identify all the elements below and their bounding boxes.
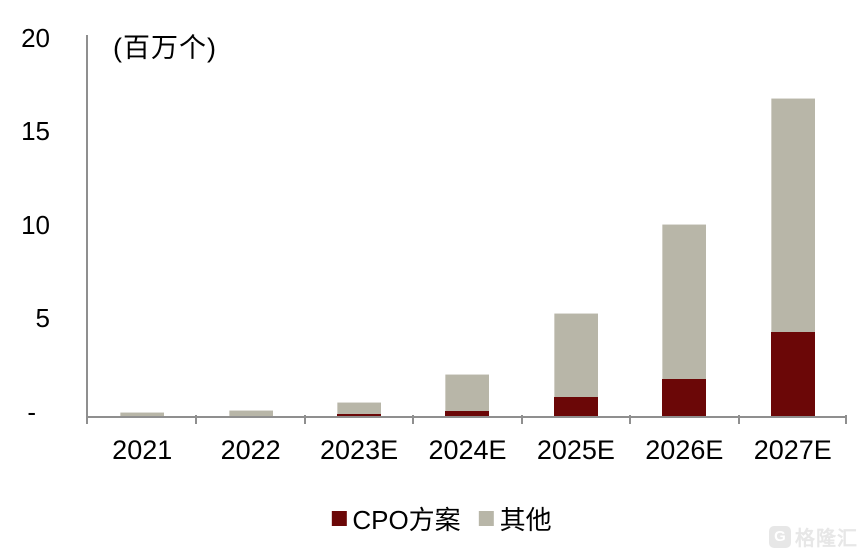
x-tick-mark	[737, 415, 740, 424]
x-axis-label: 2026E	[645, 435, 724, 465]
bar-slot	[196, 35, 304, 416]
bar-segment	[553, 397, 598, 416]
y-axis-unit-label: (百万个)	[113, 33, 217, 63]
legend-item: CPO方案	[331, 500, 461, 537]
bar-segment	[120, 412, 165, 416]
bar-segment	[662, 224, 707, 379]
bar-2025E	[553, 313, 598, 416]
x-tick-mark	[412, 415, 415, 424]
bar-slot	[739, 35, 847, 416]
x-tick-mark	[629, 415, 632, 424]
plot-area	[86, 35, 847, 424]
bar-2021	[120, 412, 165, 416]
legend-label: CPO方案	[352, 504, 461, 535]
bar-slot	[522, 35, 630, 416]
x-axis-labels: 2021 2022 2023E 2024E 2025E 2026E 2027E	[88, 434, 847, 466]
bar-2023E	[337, 402, 382, 416]
x-axis-label: 2024E	[428, 435, 507, 465]
bar-segment	[770, 98, 815, 332]
bar-slot	[305, 35, 413, 416]
bar-segment	[337, 402, 382, 414]
y-tick-label: 5	[35, 303, 50, 334]
x-axis-label: 2025E	[536, 435, 615, 465]
bar-slot	[630, 35, 738, 416]
watermark: G 格隆汇	[769, 522, 858, 551]
bar-segment	[445, 374, 490, 411]
x-axis-label: 2021	[112, 435, 173, 465]
bar-segment	[770, 332, 815, 416]
y-tick-label: 15	[21, 116, 50, 147]
legend: CPO方案 其他	[331, 500, 552, 537]
x-axis-tick-marks	[86, 415, 847, 424]
x-axis-label: 2022	[220, 435, 281, 465]
x-tick-mark	[520, 415, 523, 424]
bar-segment	[337, 414, 382, 416]
x-tick-mark	[303, 415, 306, 424]
x-tick-mark	[86, 415, 88, 424]
bar-segment	[662, 379, 707, 416]
legend-item: 其他	[478, 500, 552, 537]
bars-container	[88, 35, 847, 416]
bar-segment	[228, 410, 273, 416]
y-tick-label: 10	[21, 209, 50, 240]
bar-2027E	[770, 98, 815, 416]
bar-segment	[445, 411, 490, 416]
watermark-text: 格隆汇	[795, 528, 858, 550]
bar-slot	[413, 35, 521, 416]
x-axis-label: 2027E	[753, 435, 832, 465]
bar-2022	[228, 410, 273, 416]
x-tick-mark	[195, 415, 198, 424]
bar-slot	[88, 35, 196, 416]
legend-swatch-icon	[478, 510, 494, 526]
legend-label: 其他	[499, 504, 552, 535]
y-axis-tick-labels: - 5 10 15 20	[0, 0, 50, 425]
x-tick-mark	[845, 415, 847, 424]
bar-2026E	[662, 224, 707, 416]
x-axis-label: 2023E	[320, 435, 399, 465]
legend-swatch-icon	[331, 510, 347, 526]
y-tick-label: 20	[21, 22, 50, 53]
gelonghui-logo-icon: G	[769, 525, 791, 548]
bar-2024E	[445, 374, 490, 416]
bar-segment	[553, 313, 598, 397]
y-tick-label: -	[27, 397, 36, 427]
